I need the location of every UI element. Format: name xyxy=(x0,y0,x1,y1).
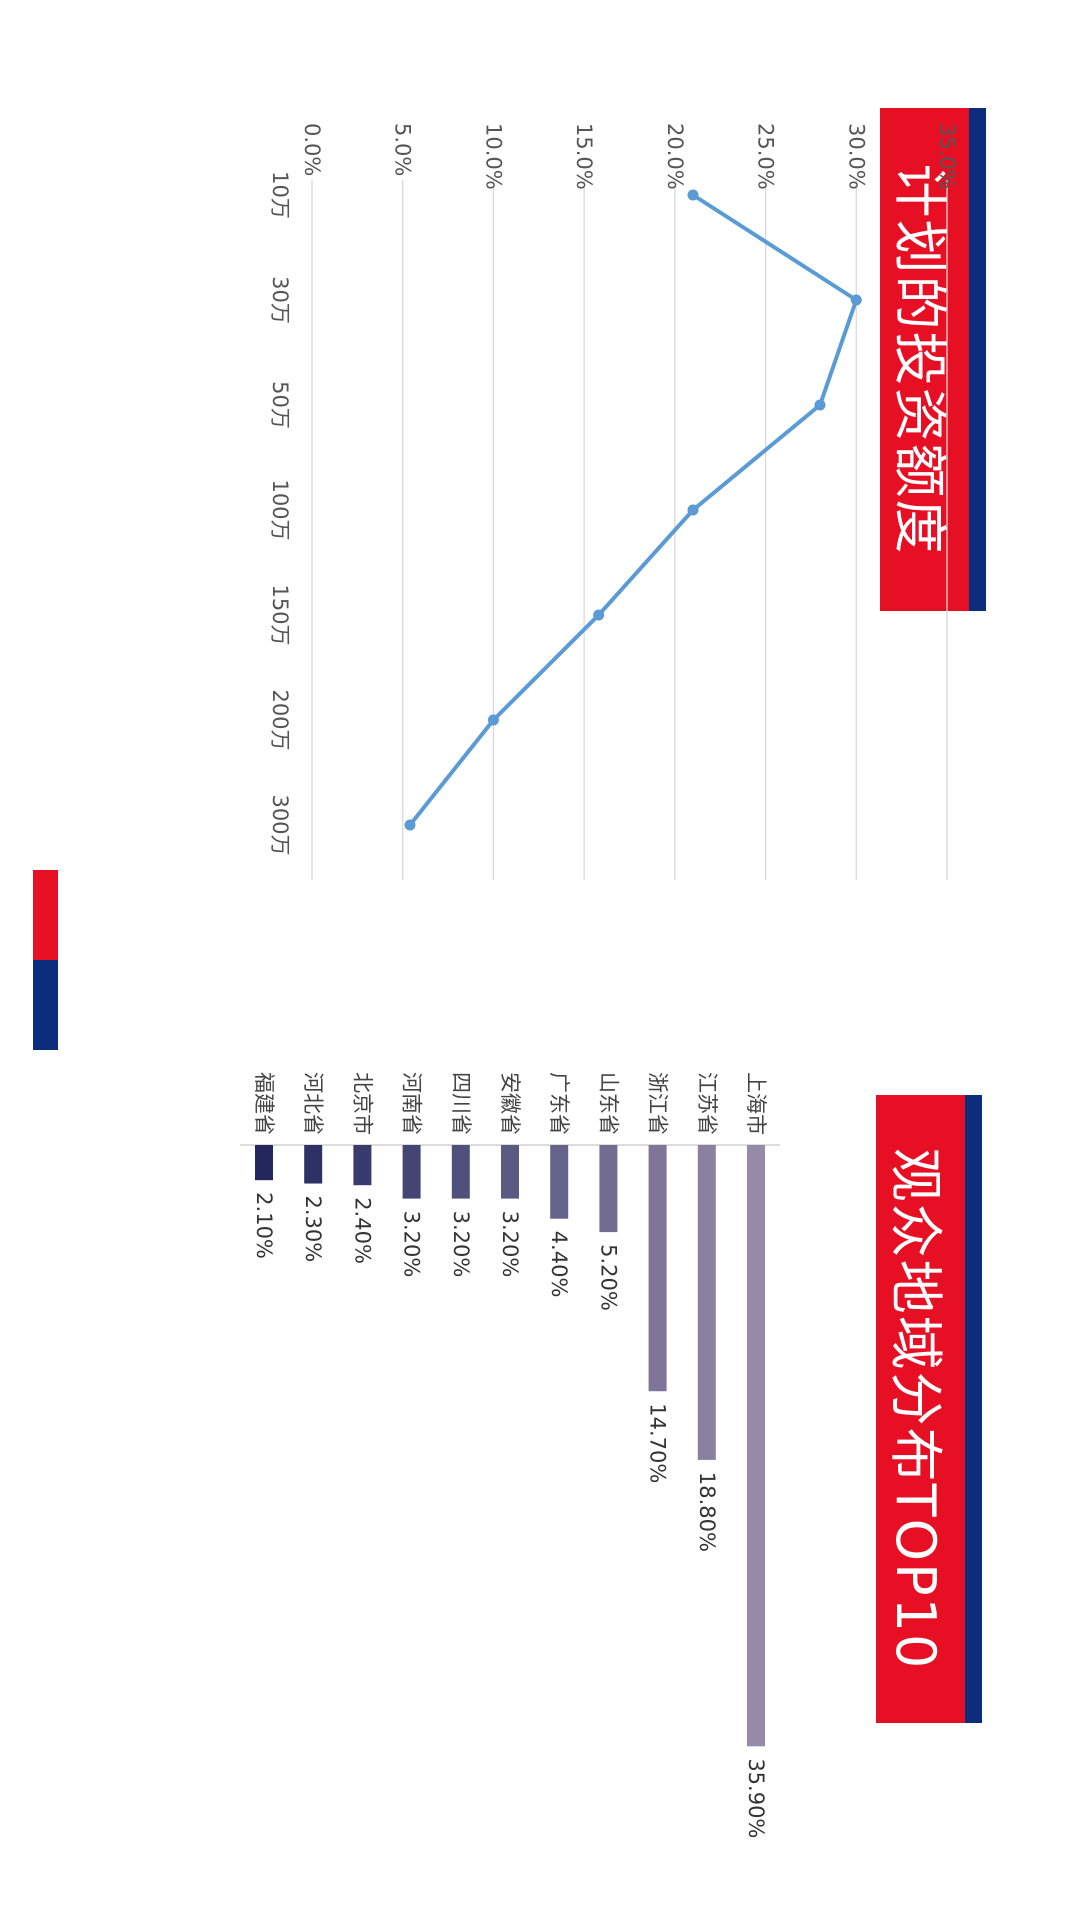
bar-value-label: 3.20% xyxy=(449,1211,473,1278)
line-x-tick-label: 150万 xyxy=(268,584,292,645)
bar-category-label: 江苏省 xyxy=(695,1072,719,1135)
bar-category-label: 河南省 xyxy=(400,1072,424,1135)
line-x-tick-label: 30万 xyxy=(268,276,292,324)
bar xyxy=(451,1145,470,1199)
line-x-tick-label: 300万 xyxy=(268,794,292,855)
bar-value-label: 14.70% xyxy=(646,1403,670,1483)
line-y-tick-label: 10.0% xyxy=(481,123,505,190)
line-point xyxy=(814,399,826,411)
bar xyxy=(747,1145,765,1747)
line-point xyxy=(687,504,699,516)
bar-value-label: 18.80% xyxy=(695,1472,719,1552)
line-x-tick-label: 100万 xyxy=(268,479,292,540)
bar xyxy=(255,1145,273,1181)
bar-value-label: 2.10% xyxy=(252,1192,276,1259)
line-point xyxy=(593,609,605,621)
line-y-tick-label: 25.0% xyxy=(754,123,778,190)
line-x-tick-label: 10万 xyxy=(268,171,292,219)
bar-category-label: 福建省 xyxy=(252,1072,276,1135)
bar-value-label: 3.20% xyxy=(498,1211,522,1278)
line-y-tick-label: 35.0% xyxy=(935,123,959,190)
line-y-tick-label: 20.0% xyxy=(663,123,687,190)
bar-category-label: 河北省 xyxy=(301,1072,325,1135)
bar xyxy=(599,1145,618,1233)
bar-category-label: 北京市 xyxy=(350,1072,374,1135)
bar xyxy=(697,1145,716,1460)
line-point xyxy=(850,294,862,306)
bar-value-label: 2.40% xyxy=(350,1197,374,1264)
line-point xyxy=(404,819,416,831)
bar-category-label: 广东省 xyxy=(547,1072,571,1135)
line-y-tick-label: 5.0% xyxy=(391,123,415,176)
bar-category-label: 浙江省 xyxy=(646,1072,670,1135)
bar-category-label: 山东省 xyxy=(596,1072,620,1135)
line-point xyxy=(487,714,499,726)
region-bar-chart: 上海市 35.90% 江苏省 18.80% 浙江省 14.70% 山东省 5.20% 广东省 4.… xyxy=(240,1072,780,1838)
line-y-tick-label: 30.0% xyxy=(844,123,868,190)
line-x-tick-label: 200万 xyxy=(268,689,292,750)
line-y-tick-label: 0.0% xyxy=(300,123,324,176)
bar xyxy=(501,1145,519,1199)
bar-value-label: 3.20% xyxy=(400,1211,424,1278)
bar xyxy=(353,1145,372,1186)
bar-value-label: 4.40% xyxy=(547,1231,571,1298)
bar-category-label: 上海市 xyxy=(744,1072,768,1135)
line-x-tick-label: 50万 xyxy=(268,381,292,429)
bar xyxy=(402,1145,421,1199)
bar-category-label: 四川省 xyxy=(449,1072,473,1135)
line-point xyxy=(687,189,699,201)
bar xyxy=(304,1145,323,1184)
bar-value-label: 2.30% xyxy=(301,1196,325,1263)
bar-value-label: 35.90% xyxy=(744,1758,768,1838)
line-series xyxy=(408,193,859,827)
bar-value-label: 5.20% xyxy=(596,1244,620,1311)
invest-line-chart: 0.0% 5.0% 10.0% 15.0% 20.0% 25.0% 30.0% 35.0% 10… xyxy=(268,123,959,880)
bar-category-label: 安徽省 xyxy=(498,1072,522,1135)
bar xyxy=(550,1145,569,1219)
bar xyxy=(648,1145,667,1392)
line-y-tick-label: 15.0% xyxy=(572,123,596,190)
